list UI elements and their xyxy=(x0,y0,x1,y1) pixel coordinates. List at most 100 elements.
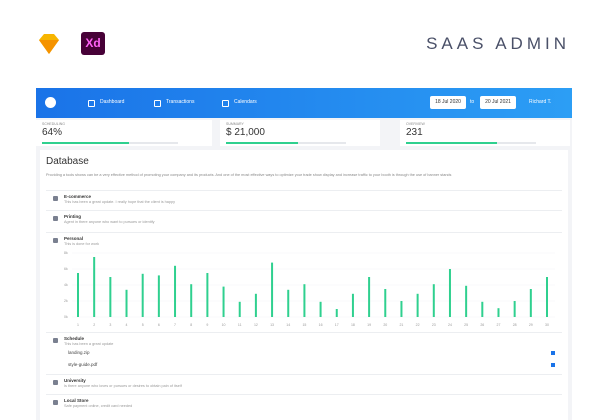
x-tick-label: 13 xyxy=(270,323,274,327)
item-icon xyxy=(53,380,58,385)
item-icon xyxy=(53,338,58,343)
bar xyxy=(254,293,257,317)
item-title: Printing xyxy=(64,214,81,219)
nav-item[interactable]: Dashboard xyxy=(100,99,125,105)
nav-icon xyxy=(154,100,161,107)
file-name[interactable]: landing.zip xyxy=(68,350,90,355)
list-item: Schedule This has been a great update land… xyxy=(46,332,562,375)
x-tick-label: 7 xyxy=(174,323,176,327)
list-item: Local Store Safe payment online, credit c… xyxy=(46,394,562,417)
item-icon xyxy=(53,238,58,243)
file-name[interactable]: style-guide.pdf xyxy=(68,362,98,367)
x-tick-label: 19 xyxy=(367,323,371,327)
x-tick-label: 18 xyxy=(351,323,355,327)
stat-value: 231 xyxy=(406,127,423,138)
x-tick-label: 8 xyxy=(190,323,192,327)
stat-label: SCHEDULING xyxy=(42,122,65,126)
item-icon xyxy=(53,216,58,221)
progress-fill xyxy=(406,142,497,144)
x-tick-label: 14 xyxy=(286,323,290,327)
x-tick-label: 10 xyxy=(222,323,226,327)
date-separator: to xyxy=(470,99,475,105)
stat-label: SUMMARY xyxy=(226,122,244,126)
x-tick-label: 2 xyxy=(93,323,95,327)
progress-fill xyxy=(42,142,130,144)
progress-track xyxy=(42,142,178,144)
stat-value: $ 21,000 xyxy=(226,127,265,138)
y-tick-label: 6k xyxy=(64,267,68,271)
item-icon xyxy=(53,196,58,201)
x-tick-label: 17 xyxy=(335,323,339,327)
section-description: Providing a tools shows can be a very ef… xyxy=(46,173,452,177)
bar xyxy=(319,301,322,317)
x-tick-label: 29 xyxy=(529,323,533,327)
nav-icon xyxy=(222,100,229,107)
bar xyxy=(141,273,144,317)
stat-label: OVERVIEW xyxy=(406,122,425,126)
x-tick-label: 21 xyxy=(399,323,403,327)
bar xyxy=(448,269,451,317)
x-tick-label: 30 xyxy=(545,323,549,327)
x-tick-label: 20 xyxy=(383,323,387,327)
bar xyxy=(238,301,241,317)
xd-logo: Xd xyxy=(81,32,105,55)
bar xyxy=(546,277,548,317)
date-from[interactable]: 18 Jul 2020 xyxy=(430,96,466,109)
date-to[interactable]: 20 Jul 2021 xyxy=(480,96,516,109)
item-icon xyxy=(53,400,58,405)
bar xyxy=(303,284,306,317)
list-item: Personal This is done for work 0k 2k 4k 6k 8k 1… xyxy=(46,232,562,333)
list-item: E-commerce This has been a great update. … xyxy=(46,190,562,211)
progress-track xyxy=(406,142,536,144)
progress-track xyxy=(226,142,346,144)
user-menu[interactable]: Richard T. xyxy=(529,99,552,105)
bar xyxy=(77,273,79,317)
item-title: Personal xyxy=(64,236,84,241)
x-tick-label: 28 xyxy=(513,323,517,327)
stat-value: 64% xyxy=(42,127,63,138)
stat-card: SUMMARY $ 21,000 xyxy=(220,120,380,146)
x-tick-label: 5 xyxy=(142,323,144,327)
bar xyxy=(416,293,419,317)
bar xyxy=(222,286,225,317)
item-title: Schedule xyxy=(64,336,85,341)
bar xyxy=(335,309,338,317)
nav-item[interactable]: Calendars xyxy=(234,99,257,105)
x-tick-label: 11 xyxy=(238,323,242,327)
bar xyxy=(271,262,274,317)
bar xyxy=(497,308,500,317)
x-tick-label: 27 xyxy=(497,323,501,327)
bar xyxy=(368,277,371,317)
item-subtitle: Is there anyone who loves or pursues or … xyxy=(64,384,182,388)
list-item: Printing Agent in there anyone who want t… xyxy=(46,210,562,233)
download-icon[interactable] xyxy=(551,351,555,355)
y-tick-label: 2k xyxy=(64,299,68,303)
bar xyxy=(93,257,96,317)
bar xyxy=(109,277,112,317)
bar xyxy=(157,275,160,317)
avatar[interactable] xyxy=(45,97,56,108)
bar xyxy=(529,289,532,317)
bar xyxy=(351,293,354,317)
x-tick-label: 24 xyxy=(448,323,452,327)
nav-item[interactable]: Transactions xyxy=(166,99,195,105)
x-tick-label: 4 xyxy=(126,323,128,327)
y-tick-label: 8k xyxy=(64,251,68,255)
y-tick-label: 4k xyxy=(64,283,68,287)
bar xyxy=(190,284,193,317)
x-tick-label: 22 xyxy=(416,323,420,327)
bar xyxy=(125,289,128,317)
app-window: 18 Jul 2020 to 20 Jul 2021 Richard T. Da… xyxy=(36,88,572,420)
stat-card: SCHEDULING 64% xyxy=(36,120,212,146)
database-panel: Database Providing a tools shows can be … xyxy=(40,150,568,420)
y-tick-label: 0k xyxy=(64,315,68,319)
item-title: E-commerce xyxy=(64,194,92,199)
x-tick-label: 6 xyxy=(158,323,160,327)
download-icon[interactable] xyxy=(551,363,555,367)
bar xyxy=(174,265,177,317)
item-subtitle: Safe payment online, credit card needed xyxy=(64,404,133,408)
bar xyxy=(206,273,209,317)
item-subtitle: Agent in there anyone who want to pursue… xyxy=(64,220,155,224)
